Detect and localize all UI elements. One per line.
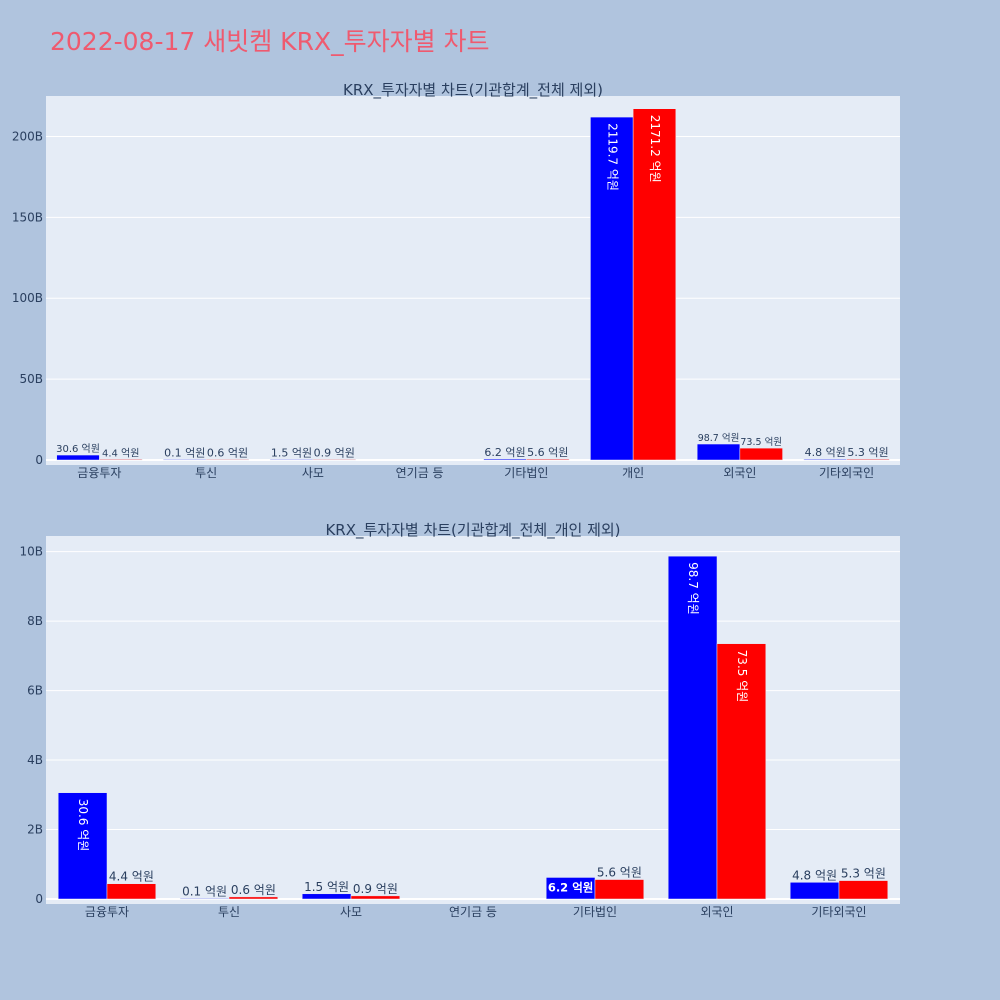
data-label: 1.5 억원 — [271, 446, 312, 459]
data-label: 4.8 억원 — [805, 446, 846, 459]
x-tick-label: 외국인 — [723, 466, 756, 480]
data-label: 4.8 억원 — [792, 868, 837, 882]
bar — [301, 893, 352, 900]
data-label: 30.6 억원 — [76, 799, 90, 852]
bar — [803, 458, 847, 461]
bar — [163, 459, 207, 461]
plot-area — [46, 96, 900, 465]
bar — [106, 883, 157, 900]
data-label: 0.9 억원 — [314, 446, 355, 459]
data-label: 6.2 억원 — [548, 880, 594, 894]
x-tick-label: 기타외국인 — [819, 466, 874, 480]
x-tick-label: 연기금 등 — [396, 466, 444, 480]
data-label: 6.2 억원 — [484, 446, 525, 459]
bar — [483, 458, 527, 461]
y-tick-label: 100B — [12, 291, 43, 305]
x-tick-label: 기타외국인 — [811, 905, 866, 919]
bar — [789, 882, 840, 900]
x-tick-label: 금융투자 — [85, 905, 129, 919]
y-tick-label: 50B — [19, 372, 43, 386]
data-label: 0.1 억원 — [182, 884, 227, 898]
data-label: 0.6 억원 — [207, 446, 248, 459]
y-tick-label: 0 — [35, 892, 43, 906]
x-tick-label: 사모 — [340, 905, 362, 919]
bar — [205, 459, 250, 461]
chart-1: 0 50B 100B 150B 200B KRX_투자자별 차트(기관합계_전체 제외) 금… — [12, 81, 900, 480]
bar — [846, 458, 890, 461]
x-tick-label: 연기금 등 — [449, 905, 497, 919]
data-label: 2171.2 억원 — [648, 115, 662, 183]
bar — [179, 898, 230, 900]
data-label: 4.4 억원 — [109, 870, 154, 884]
chart-title: KRX_투자자별 차트(기관합계_전체_개인 제외) — [325, 521, 620, 540]
x-tick-label: 개인 — [622, 466, 644, 480]
bar — [312, 459, 356, 461]
data-label: 0.9 억원 — [353, 882, 398, 896]
x-tick-label: 사모 — [302, 466, 324, 480]
page-title: 2022-08-17 새빗켐 KRX_투자자별 차트 — [50, 27, 490, 56]
chart-title: KRX_투자자별 차트(기관합계_전체 제외) — [343, 81, 603, 100]
data-label: 5.6 억원 — [597, 866, 642, 880]
bar — [696, 443, 741, 461]
x-tick-label: 기타법인 — [573, 905, 617, 919]
data-label: 30.6 억원 — [56, 443, 100, 455]
y-tick-label: 6B — [27, 684, 43, 698]
data-label: 1.5 억원 — [304, 880, 349, 894]
y-tick-label: 4B — [27, 753, 43, 767]
y-tick-label: 150B — [12, 210, 43, 224]
bar — [526, 458, 570, 461]
bar — [594, 879, 645, 900]
data-label: 5.6 억원 — [527, 446, 568, 459]
bar — [56, 454, 100, 461]
data-label: 0.1 억원 — [164, 446, 205, 459]
plot-area — [46, 536, 900, 904]
bar — [632, 108, 677, 461]
data-label: 4.4 억원 — [102, 447, 139, 459]
bar — [838, 880, 889, 900]
data-label: 73.5 억원 — [735, 650, 749, 703]
bar — [228, 896, 279, 900]
bar — [269, 459, 314, 461]
x-tick-label: 외국인 — [700, 905, 733, 919]
data-label: 0.6 억원 — [231, 883, 276, 897]
bar — [350, 895, 401, 900]
data-label: 73.5 억원 — [740, 436, 782, 448]
bar — [667, 555, 718, 900]
y-tick-label: 200B — [12, 129, 43, 143]
data-label: 2119.7 억원 — [605, 123, 619, 191]
bar — [99, 459, 143, 461]
chart-2: 0 2B 4B 6B 8B 10B KRX_투자자별 차트(기관합계_전체_개인 제외) 금융… — [19, 521, 900, 919]
x-tick-label: 기타법인 — [504, 466, 548, 480]
y-tick-label: 2B — [27, 823, 43, 837]
data-label: 98.7 억원 — [686, 562, 700, 615]
x-tick-label: 투신 — [195, 466, 217, 480]
bar — [590, 116, 634, 461]
bar — [716, 643, 767, 900]
y-tick-label: 10B — [19, 545, 43, 559]
y-tick-label: 0 — [35, 453, 43, 467]
data-label: 5.3 억원 — [841, 867, 886, 881]
data-label: 5.3 억원 — [847, 446, 888, 459]
bar — [57, 792, 108, 900]
data-label: 98.7 억원 — [698, 432, 740, 444]
bar — [739, 447, 783, 461]
x-tick-label: 금융투자 — [77, 466, 121, 480]
x-tick-label: 투신 — [218, 905, 240, 919]
y-tick-label: 8B — [27, 614, 43, 628]
